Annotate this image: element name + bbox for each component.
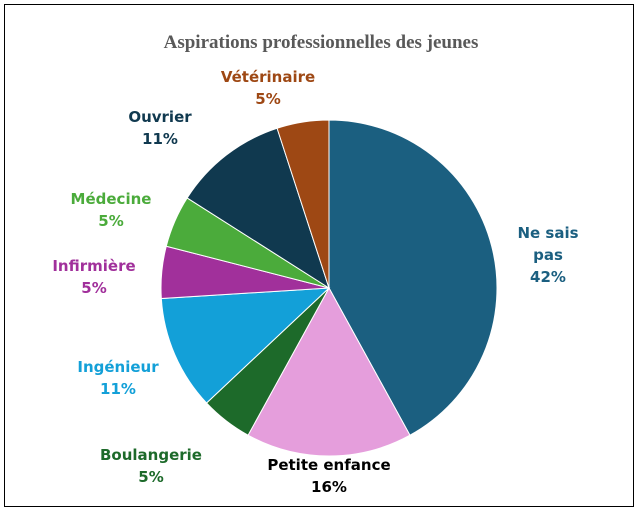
slice xyxy=(276,119,330,289)
category-label: Petite enfance xyxy=(267,456,391,474)
value-label: 11% xyxy=(142,130,178,148)
slice xyxy=(160,287,331,404)
value-label: 5% xyxy=(138,468,164,486)
category-label: Infirmière xyxy=(52,257,136,275)
slice xyxy=(247,286,411,457)
value-label: 5% xyxy=(98,212,124,230)
value-label: 11% xyxy=(100,380,136,398)
slice-label: Vétérinaire 5% xyxy=(203,66,333,110)
category-label: Ingénieur xyxy=(77,358,159,376)
slice-label: Ingénieur 11% xyxy=(53,356,183,400)
category-label: Médecine xyxy=(70,190,152,208)
value-label: 5% xyxy=(255,90,281,108)
slice-label: Boulangerie 5% xyxy=(86,444,216,488)
slice xyxy=(328,119,498,436)
slice-label: Médecine 5% xyxy=(46,188,176,232)
value-label: 42% xyxy=(530,268,566,286)
value-label: 16% xyxy=(311,478,347,496)
slice-label: Ouvrier 11% xyxy=(95,106,225,150)
slice-label: Infirmière 5% xyxy=(29,255,159,299)
slice-label: Ne sais pas 42% xyxy=(508,222,588,288)
category-label: Vétérinaire xyxy=(220,68,316,86)
slice-label: Petite enfance 16% xyxy=(249,454,409,498)
category-label: Boulangerie xyxy=(100,446,202,464)
frame xyxy=(4,4,634,507)
category-label: Ne sais pas xyxy=(517,224,579,264)
chart-title: Aspirations professionnelles des jeunes xyxy=(163,32,479,53)
value-label: 5% xyxy=(81,279,107,297)
slice xyxy=(186,127,330,290)
category-label: Ouvrier xyxy=(128,108,192,126)
